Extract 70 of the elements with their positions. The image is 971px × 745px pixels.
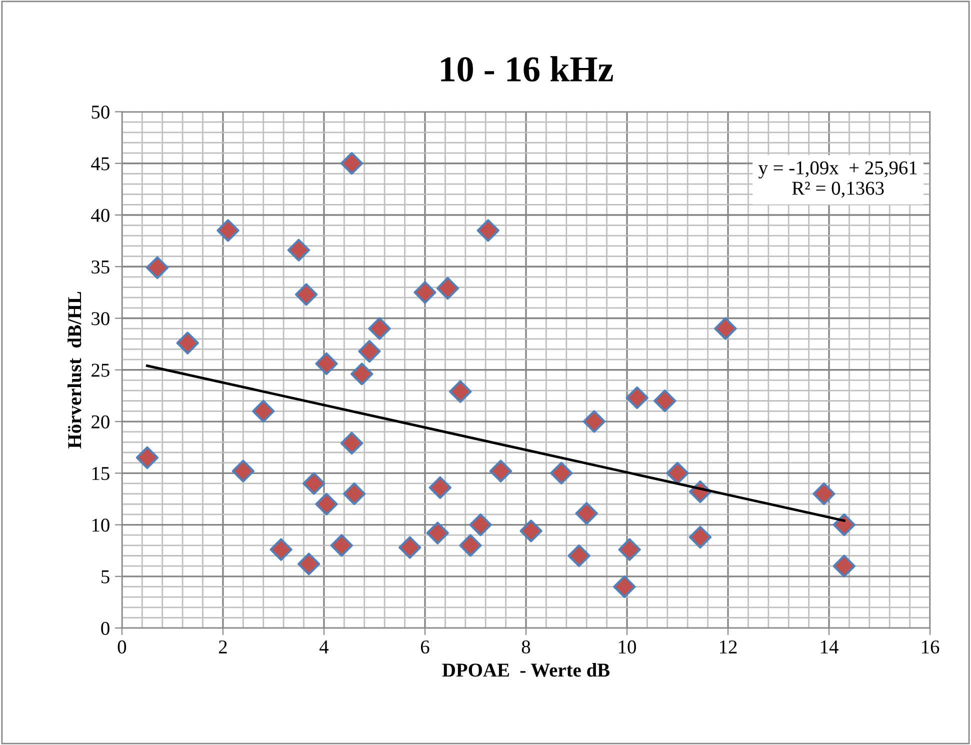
point bbox=[146, 256, 169, 280]
point bbox=[613, 575, 636, 598]
point bbox=[426, 522, 449, 544]
y-tick-label: 30 bbox=[92, 312, 110, 326]
y-tick-label: 25 bbox=[92, 364, 110, 377]
point bbox=[176, 332, 199, 354]
point bbox=[330, 534, 353, 557]
y-tick-label: 15 bbox=[92, 467, 110, 480]
x-axis-title: DPOAE - Werte dB bbox=[442, 663, 610, 677]
point bbox=[358, 340, 381, 363]
point bbox=[618, 538, 641, 561]
point bbox=[654, 390, 676, 412]
point bbox=[270, 538, 292, 561]
x-tick-label: 12 bbox=[720, 640, 737, 654]
point bbox=[832, 513, 856, 536]
y-tick-label: 40 bbox=[91, 208, 110, 222]
x-tick-label: 10 bbox=[618, 640, 636, 654]
point bbox=[832, 554, 856, 578]
point bbox=[714, 317, 737, 340]
y-tick-label: 35 bbox=[92, 260, 110, 274]
x-tick-label: 14 bbox=[821, 640, 838, 654]
point bbox=[476, 219, 500, 242]
x-tick-label: 4 bbox=[319, 640, 329, 654]
x-tick-label: 6 bbox=[420, 640, 430, 654]
point bbox=[436, 276, 460, 300]
point bbox=[398, 536, 422, 559]
point bbox=[575, 502, 598, 525]
y-tick-label: 45 bbox=[91, 157, 110, 170]
annotation: y = -1,09x + 25,961 bbox=[758, 161, 917, 178]
point bbox=[550, 462, 573, 484]
point bbox=[315, 492, 338, 516]
point bbox=[568, 544, 590, 568]
y-tick-label: 10 bbox=[92, 518, 110, 532]
point bbox=[489, 460, 512, 482]
point bbox=[342, 482, 366, 506]
point bbox=[340, 152, 364, 175]
point bbox=[232, 460, 255, 482]
x-tick-label: 16 bbox=[922, 640, 940, 654]
point bbox=[252, 400, 275, 423]
point bbox=[469, 513, 492, 536]
x-tick-label: 0 bbox=[118, 640, 126, 654]
point bbox=[340, 432, 364, 455]
point bbox=[216, 219, 240, 242]
point bbox=[287, 238, 310, 262]
x-tick-label: 2 bbox=[218, 640, 227, 654]
point bbox=[688, 526, 712, 549]
point bbox=[666, 462, 689, 484]
point bbox=[428, 476, 452, 499]
x-tick-label: 8 bbox=[522, 640, 530, 654]
y-tick-label: 5 bbox=[102, 570, 110, 584]
point bbox=[812, 482, 836, 506]
annotation: R² = 0,1363 bbox=[792, 182, 884, 198]
y-tick-label: 0 bbox=[101, 622, 110, 635]
point bbox=[350, 362, 374, 386]
point bbox=[315, 352, 338, 376]
point bbox=[448, 380, 472, 403]
point bbox=[626, 386, 648, 410]
point bbox=[520, 520, 542, 542]
point bbox=[368, 317, 391, 340]
point bbox=[414, 281, 436, 304]
y-axis-title: Hörverlust dB/HL bbox=[68, 292, 82, 448]
y-tick-label: 50 bbox=[92, 106, 110, 119]
point bbox=[302, 472, 326, 495]
point bbox=[294, 283, 318, 306]
y-tick-label: 20 bbox=[92, 415, 110, 428]
chart-title: 10 - 16 kHz bbox=[441, 56, 613, 82]
point bbox=[459, 534, 482, 557]
point bbox=[136, 446, 159, 470]
point bbox=[582, 410, 606, 433]
point bbox=[297, 552, 320, 576]
